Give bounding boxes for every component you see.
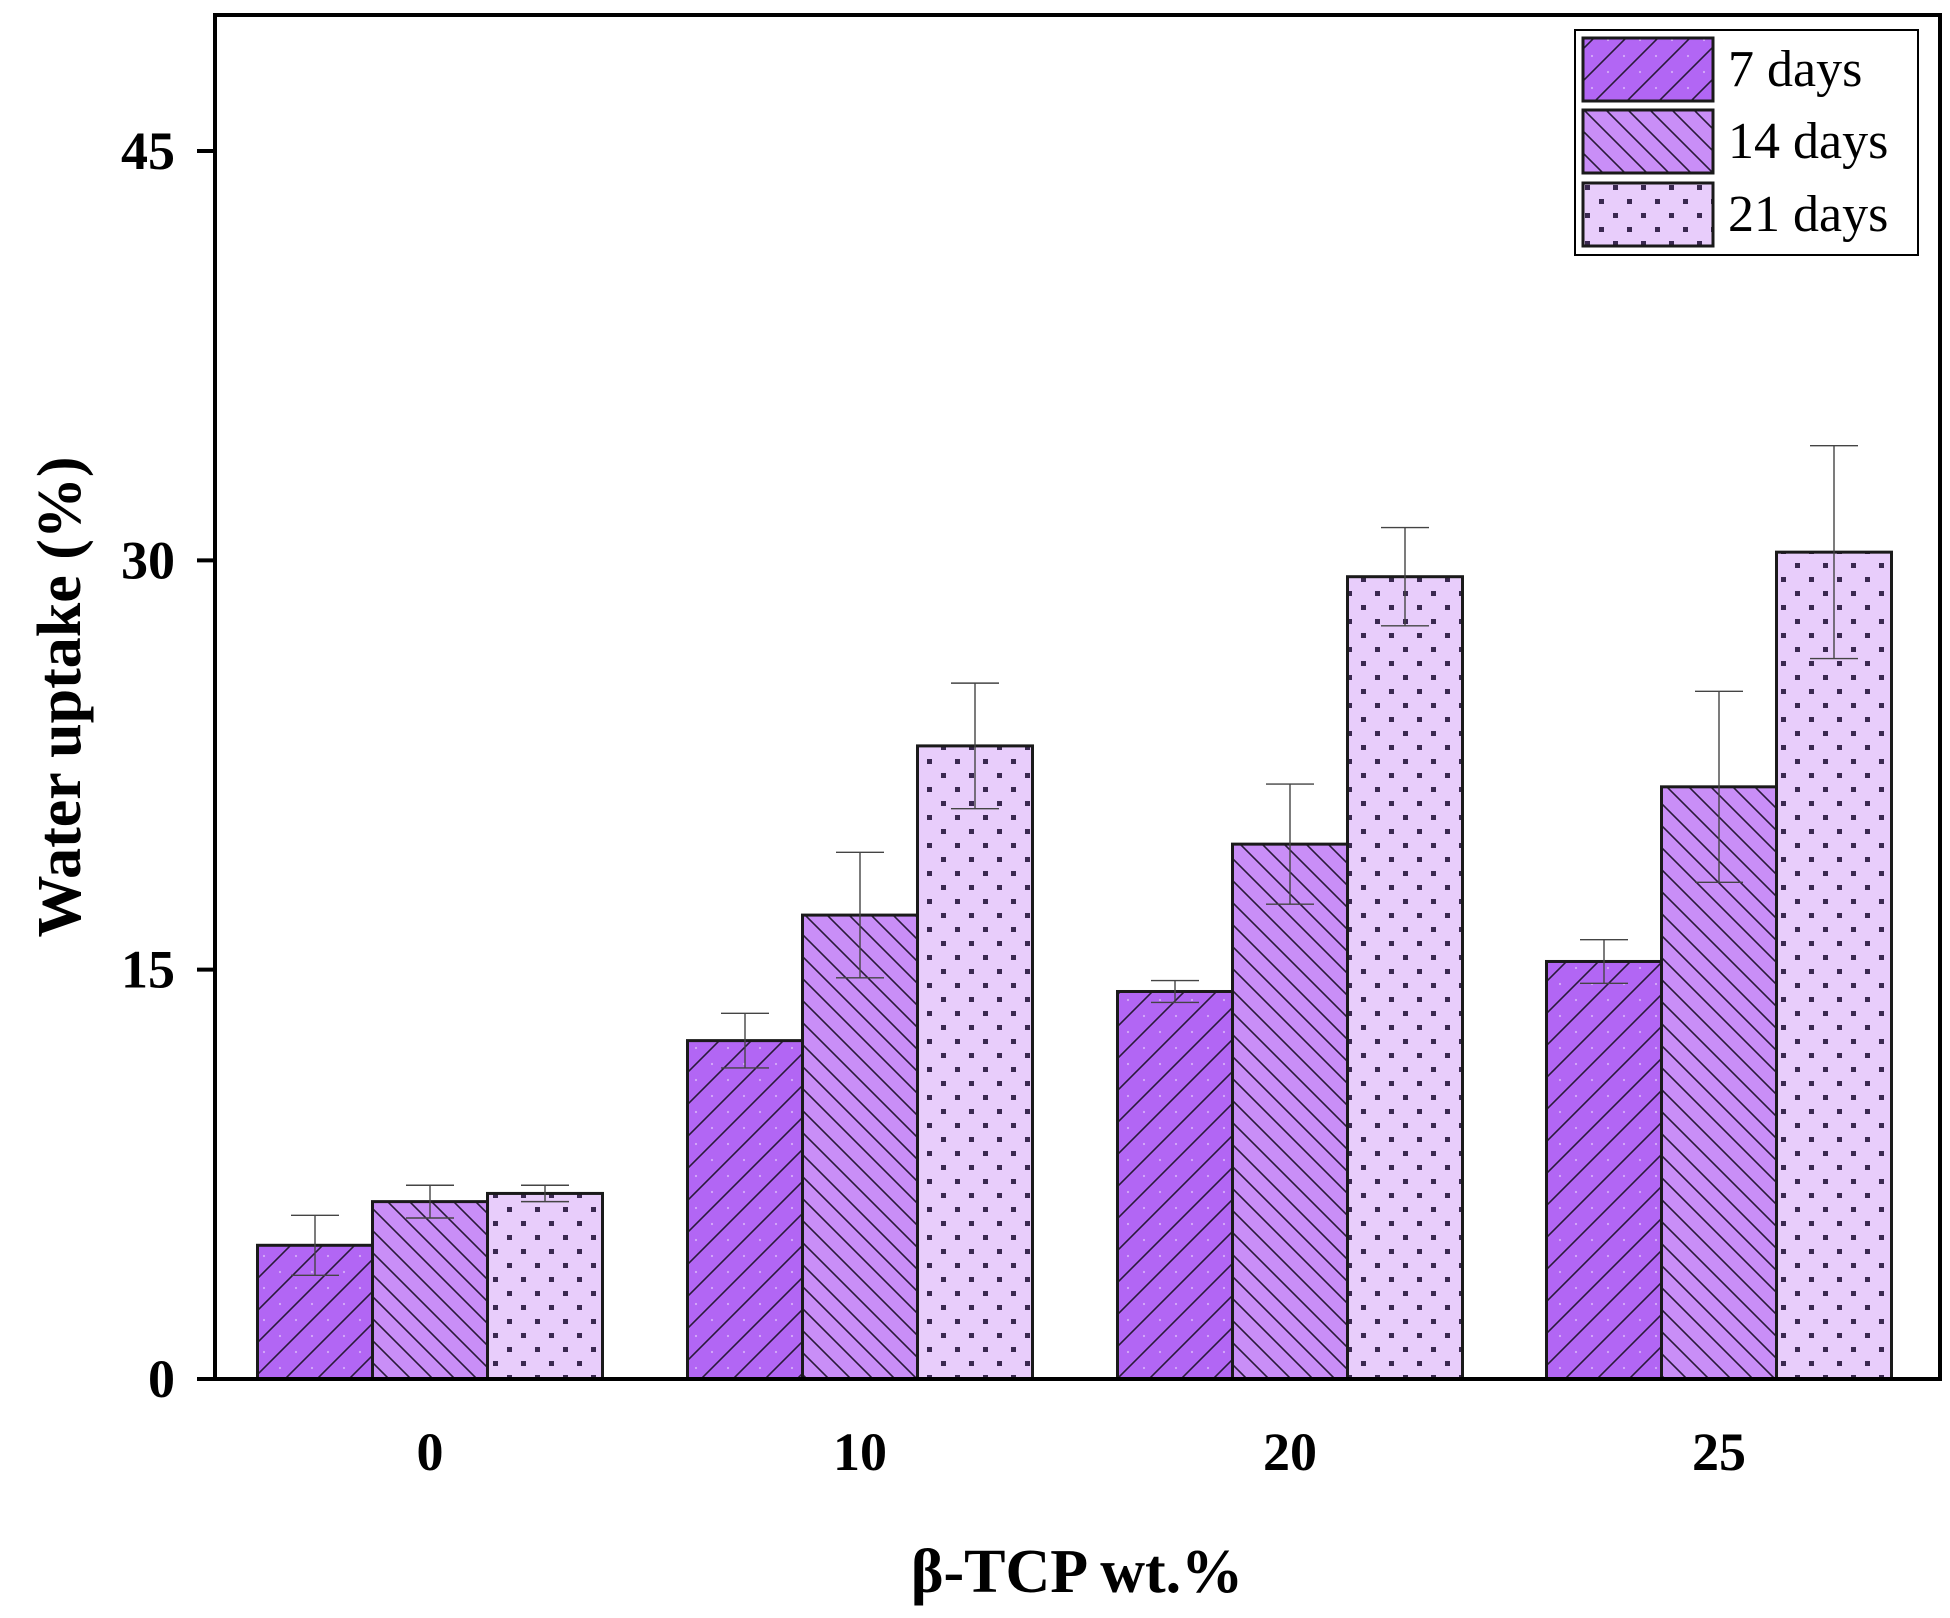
bars-layer — [256, 550, 1893, 1381]
legend: 7 days 14 days 21 days — [1574, 29, 1919, 256]
legend-label-7-days: 7 days — [1728, 41, 1862, 98]
error-bars-layer — [291, 445, 1858, 1277]
y-tick-label: 30 — [121, 530, 175, 590]
legend-swatch-7-days — [1581, 36, 1715, 103]
bar-21-days-0 — [486, 1191, 604, 1381]
bar-7-days-20 — [1116, 989, 1234, 1381]
y-axis: 0 15 30 45 — [121, 121, 215, 1409]
bar-21-days-20 — [1346, 575, 1464, 1381]
bar-14-days-20 — [1231, 842, 1349, 1381]
bar-7-days-10 — [686, 1039, 804, 1381]
bar-7-days-25 — [1545, 959, 1663, 1381]
legend-label-14-days: 14 days — [1728, 113, 1888, 170]
y-axis-title: Water uptake (%) — [26, 456, 94, 937]
plot-frame — [213, 13, 1942, 1381]
x-axis-title: β-TCP wt.% — [911, 1538, 1243, 1606]
y-tick-label: 45 — [121, 121, 175, 181]
legend-swatch-14-days — [1581, 108, 1715, 175]
legend-label-21-days: 21 days — [1728, 186, 1888, 243]
bar-14-days-10 — [801, 913, 919, 1381]
bar-21-days-10 — [916, 744, 1034, 1381]
x-tick-label: 25 — [1692, 1422, 1746, 1482]
y-tick-label: 0 — [148, 1349, 175, 1409]
bar-21-days-25 — [1775, 550, 1893, 1381]
x-tick-label: 0 — [417, 1422, 444, 1482]
y-tick-label: 15 — [121, 940, 175, 1000]
bar-14-days-25 — [1660, 785, 1778, 1381]
x-tick-label: 20 — [1263, 1422, 1317, 1482]
bar-14-days-0 — [371, 1200, 489, 1381]
x-tick-label: 10 — [833, 1422, 887, 1482]
x-axis: 0 10 20 25 — [417, 1422, 1747, 1482]
legend-swatch-21-days — [1581, 181, 1715, 248]
